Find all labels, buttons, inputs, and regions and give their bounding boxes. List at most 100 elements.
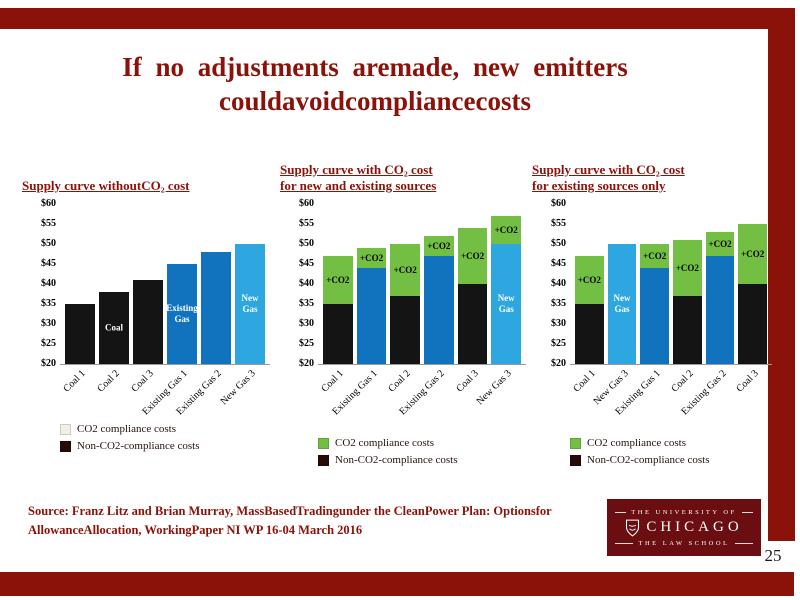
bar: +CO2 xyxy=(705,232,735,364)
y-axis-tick-label: $45 xyxy=(41,258,56,269)
frame-right-bar xyxy=(768,8,795,541)
legend-label: Non-CO2-compliance costs xyxy=(335,454,458,466)
bar: Existing Gas xyxy=(166,264,198,364)
chart-title-line: Supply curve with CO₂ cost xyxy=(532,162,685,177)
legend-item: CO2 compliance costs xyxy=(570,437,772,449)
co2-annotation: +CO2 xyxy=(577,275,601,285)
y-axis-tick-label: $55 xyxy=(551,218,566,229)
y-axis-tick-label: $50 xyxy=(299,238,314,249)
chart-title-line: for new and existing sources xyxy=(280,178,437,193)
bar-base-segment xyxy=(640,268,670,364)
bar-co2-segment: +CO2 xyxy=(323,256,353,304)
chart-supply-curve-without-co2: Supply curve withoutCO₂ cost Coal Existin… xyxy=(22,142,270,452)
bar-base-segment: New Gas xyxy=(235,244,265,364)
y-axis-tick-label: $40 xyxy=(551,278,566,289)
x-axis-category-label: Coal 1 xyxy=(570,368,598,395)
chart-x-axis-labels: Coal 1 Existing Gas 1 Coal 2 Existing Gas 2… xyxy=(318,365,526,421)
frame-top-bar xyxy=(0,8,794,29)
bar xyxy=(133,280,163,364)
bar xyxy=(201,252,231,364)
bar: +CO2 xyxy=(575,256,604,364)
bar-co2-segment: +CO2 xyxy=(705,232,735,256)
university-of-chicago-logo: THE UNIVERSITY OF CHICAGO THE LAW SCHOOL xyxy=(607,499,761,556)
co2-annotation: +CO2 xyxy=(708,239,732,249)
bar: +CO2 xyxy=(640,244,670,364)
bar-base-segment: Existing Gas xyxy=(166,264,198,364)
source-citation: Source: Franz Litz and Brian Murray, Mas… xyxy=(28,502,593,540)
bar-base-segment xyxy=(356,268,387,364)
logo-row-chicago: CHICAGO xyxy=(615,519,753,537)
slide-title: If no adjustments aremade, new emitters … xyxy=(30,50,720,118)
chart-bars: +CO2 New Gas +CO2 +CO2 +CO2 +CO2 xyxy=(570,204,772,364)
x-axis-category-label: Coal 3 xyxy=(733,368,761,395)
legend-label: CO2 compliance costs xyxy=(587,437,686,449)
legend-item: CO2 compliance costs xyxy=(60,423,270,435)
legend-label: Non-CO2-compliance costs xyxy=(77,440,200,452)
x-axis-category-label: Coal 2 xyxy=(386,368,413,395)
bar-base-segment xyxy=(323,304,353,364)
bar-annotation: New Gas xyxy=(613,293,631,314)
y-axis-tick-label: $25 xyxy=(41,338,56,349)
logo-row-law-school: THE LAW SCHOOL xyxy=(615,540,753,547)
chart-x-axis-labels: Coal 1 New Gas 3 Existing Gas 1 Coal 2 Exist… xyxy=(570,365,772,421)
logo-university-of-text: THE UNIVERSITY OF xyxy=(631,508,737,516)
source-line2: AllowanceAllocation, WorkingPaper NI WP … xyxy=(28,523,363,537)
y-axis-tick-label: $25 xyxy=(551,338,566,349)
chart-title-line: Supply curve withoutCO₂ cost xyxy=(22,178,190,193)
bar-base-segment: New Gas xyxy=(491,244,522,364)
legend-swatch xyxy=(318,437,329,449)
legend-item: Non-CO2-compliance costs xyxy=(570,454,772,466)
chart-legend: CO2 compliance costs Non-CO2-compliance c… xyxy=(60,423,270,452)
y-axis-tick-label: $40 xyxy=(299,278,314,289)
y-axis-tick-label: $50 xyxy=(41,238,56,249)
chart-title: Supply curve with CO₂ cost for new and ex… xyxy=(280,142,526,194)
chart-plot: +CO2 New Gas +CO2 +CO2 +CO2 +CO2 $60 $55 $50 $45… xyxy=(551,198,772,369)
chart-plot: +CO2 +CO2 +CO2 +CO2 +CO2 +CO2 New Gas $60 $55 $5… xyxy=(299,198,526,369)
bar: New Gas xyxy=(235,244,265,364)
chart-title-line: Supply curve with CO₂ cost xyxy=(280,162,433,177)
bar-base-segment xyxy=(201,252,231,364)
bar-co2-segment: +CO2 xyxy=(424,236,454,256)
y-axis-tick-label: $20 xyxy=(551,358,566,369)
x-axis-category-label: Coal 2 xyxy=(95,368,122,395)
y-axis-tick-label: $25 xyxy=(299,338,314,349)
y-axis-tick-label: $55 xyxy=(299,218,314,229)
logo-rule xyxy=(615,542,634,544)
y-axis-tick-label: $20 xyxy=(41,358,56,369)
legend-label: CO2 compliance costs xyxy=(335,437,434,449)
y-axis-tick-label: $35 xyxy=(41,298,56,309)
bar-co2-segment: +CO2 xyxy=(457,228,488,284)
y-axis-tick-label: $45 xyxy=(299,258,314,269)
bar-base-segment xyxy=(575,304,604,364)
y-axis-tick-label: $45 xyxy=(551,258,566,269)
bar: +CO2 xyxy=(424,236,454,364)
legend-swatch xyxy=(60,423,71,435)
chart-supply-curve-co2-new-and-existing: Supply curve with CO₂ cost for new and ex… xyxy=(280,142,526,466)
x-axis-category-label: New Gas 3 xyxy=(474,368,514,408)
y-axis-tick-label: $35 xyxy=(299,298,314,309)
bar: +CO2 xyxy=(390,244,421,364)
university-shield-icon xyxy=(626,519,640,536)
legend-item: Non-CO2-compliance costs xyxy=(318,454,526,466)
chart-legend: CO2 compliance costs Non-CO2-compliance c… xyxy=(318,437,526,466)
co2-annotation: +CO2 xyxy=(359,253,384,263)
frame-bottom-bar xyxy=(0,572,794,596)
chart-x-axis-labels: Coal 1 Coal 2 Coal 3 Existing Gas 1 Existing… xyxy=(60,365,270,421)
slide-title-line1: If no adjustments aremade, new emitters xyxy=(122,52,628,82)
co2-annotation: +CO2 xyxy=(460,251,485,261)
x-axis-category-label: Coal 1 xyxy=(319,368,346,395)
co2-annotation: +CO2 xyxy=(741,249,765,259)
logo-rule xyxy=(734,542,753,544)
bar-co2-segment: +CO2 xyxy=(356,248,387,268)
slide-title-line2: couldavoidcompliancecosts xyxy=(218,86,531,116)
bar: +CO2 xyxy=(356,248,387,364)
bar-annotation: New Gas xyxy=(497,293,515,314)
logo-chicago-text: CHICAGO xyxy=(646,519,743,535)
bar-base-segment xyxy=(457,284,488,364)
x-axis-category-label: Coal 3 xyxy=(129,368,156,395)
legend-label: Non-CO2-compliance costs xyxy=(587,454,710,466)
co2-annotation: +CO2 xyxy=(427,241,451,251)
bar-co2-segment: +CO2 xyxy=(673,240,702,296)
bar-annotation: New Gas xyxy=(241,293,259,314)
